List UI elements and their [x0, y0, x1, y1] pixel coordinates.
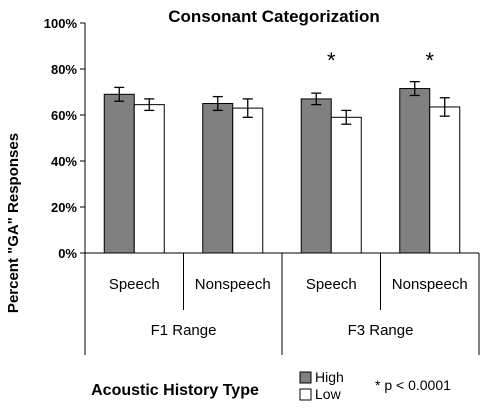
x-group-label: F3 Range [348, 322, 414, 339]
y-tick-label: 60% [51, 108, 77, 123]
y-tick-label: 20% [51, 200, 77, 215]
error-bar [242, 98, 253, 118]
y-tick-label: 80% [51, 62, 77, 77]
error-bar [311, 92, 322, 106]
y-tick-label: 40% [51, 154, 77, 169]
bar-low [232, 107, 264, 254]
x-category-label: Nonspeech [392, 276, 468, 293]
bar-low [133, 104, 165, 254]
legend: High Low [299, 369, 344, 402]
bars-layer: * * [103, 48, 461, 254]
x-category-label: Nonspeech [195, 276, 271, 293]
x-group-label: F1 Range [151, 322, 217, 339]
error-bar [439, 97, 450, 117]
error-bar [212, 95, 223, 112]
error-bar [341, 109, 352, 125]
significance-marker: * [327, 48, 336, 73]
chart-title: Consonant Categorization [168, 7, 380, 26]
bar-high [103, 93, 135, 254]
y-axis-ticks: 0% 20% 40% 60% 80% 100% [44, 16, 85, 261]
legend-swatch-low [299, 388, 312, 401]
y-tick-label: 0% [58, 246, 77, 261]
x-category-label: Speech [306, 276, 357, 293]
bar-high [300, 98, 332, 254]
significance-note: * p < 0.0001 [375, 377, 451, 393]
error-bar [114, 86, 125, 102]
legend-label-high: High [315, 369, 344, 385]
legend-swatch-high [299, 371, 312, 384]
error-bar [409, 81, 420, 97]
significance-marker: * [425, 48, 434, 73]
x-axis-title: Acoustic History Type [91, 382, 259, 399]
bar-low [330, 116, 362, 254]
y-axis-label: Percent "GA" Responses [5, 133, 22, 313]
y-tick-label: 100% [44, 16, 78, 31]
legend-label-low: Low [315, 386, 342, 402]
bar-high [399, 88, 431, 254]
x-category-layer: Speech Nonspeech Speech Nonspeech F1 Range F3… [84, 253, 480, 355]
x-category-label: Speech [109, 276, 160, 293]
bar-low [429, 106, 461, 254]
bar-high [202, 103, 234, 254]
error-bar [144, 98, 155, 112]
